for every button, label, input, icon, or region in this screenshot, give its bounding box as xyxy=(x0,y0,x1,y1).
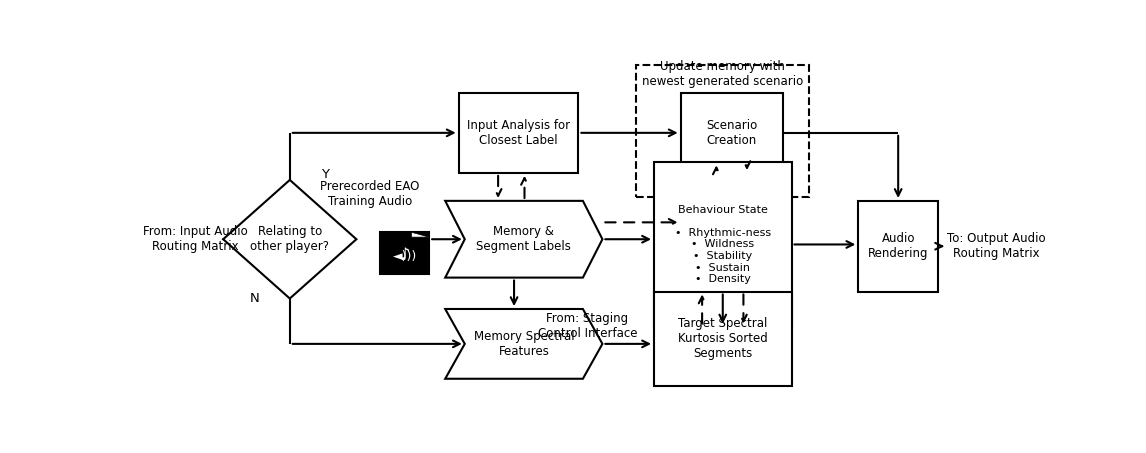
Text: Update memory with
newest generated scenario: Update memory with newest generated scen… xyxy=(642,59,803,87)
Text: Prerecorded EAO
Training Audio: Prerecorded EAO Training Audio xyxy=(320,180,419,208)
Polygon shape xyxy=(446,309,603,379)
FancyBboxPatch shape xyxy=(681,93,783,173)
Text: Audio
Rendering: Audio Rendering xyxy=(868,232,928,260)
Polygon shape xyxy=(446,201,603,278)
Text: Relating to
other player?: Relating to other player? xyxy=(250,225,329,253)
Text: Memory &
Segment Labels: Memory & Segment Labels xyxy=(477,225,571,253)
Text: Memory Spectral
Features: Memory Spectral Features xyxy=(473,330,574,358)
FancyBboxPatch shape xyxy=(380,232,430,274)
Text: Behaviour State

•  Rhythmic-ness
•  Wildness
•  Stability
•  Sustain
•  Density: Behaviour State • Rhythmic-ness • Wildne… xyxy=(675,205,771,284)
Text: Input Analysis for
Closest Label: Input Analysis for Closest Label xyxy=(466,119,570,147)
Polygon shape xyxy=(223,180,356,299)
FancyBboxPatch shape xyxy=(654,163,792,327)
Text: From: Staging
Control Interface: From: Staging Control Interface xyxy=(537,313,637,341)
Polygon shape xyxy=(411,232,430,237)
Text: From: Input Audio
Routing Matrix: From: Input Audio Routing Matrix xyxy=(143,225,248,253)
Text: ◄))): ◄))) xyxy=(393,250,417,263)
Text: Scenario
Creation: Scenario Creation xyxy=(706,119,758,147)
FancyBboxPatch shape xyxy=(858,201,939,292)
Text: ♪: ♪ xyxy=(400,246,410,264)
FancyBboxPatch shape xyxy=(654,292,792,386)
Text: Y: Y xyxy=(321,168,329,181)
Text: To: Output Audio
Routing Matrix: To: Output Audio Routing Matrix xyxy=(947,232,1045,260)
Text: N: N xyxy=(250,292,259,305)
FancyBboxPatch shape xyxy=(458,93,579,173)
Text: Target Spectral
Kurtosis Sorted
Segments: Target Spectral Kurtosis Sorted Segments xyxy=(678,317,768,360)
